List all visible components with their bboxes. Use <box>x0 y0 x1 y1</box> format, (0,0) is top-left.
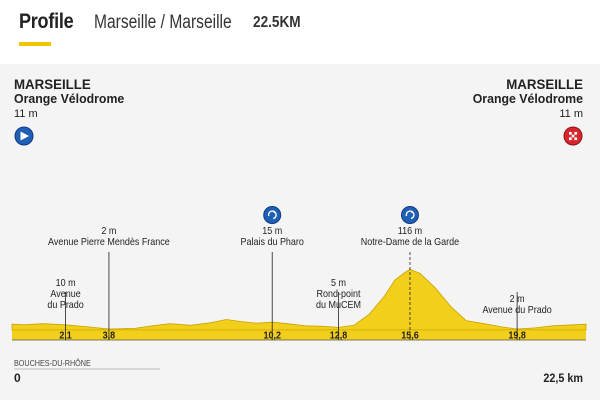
profile-area <box>11 268 587 331</box>
km-band <box>12 330 586 340</box>
point-km-label: 19,8 <box>508 330 526 342</box>
point-name-label-2: du Prado <box>47 300 83 312</box>
stage-distance: 22.5KM <box>253 14 301 31</box>
start-altitude-label: 11 m <box>14 108 38 120</box>
time-check-icon-arrow <box>411 210 414 214</box>
finish-icon-check <box>574 137 578 141</box>
finish-city-label: MARSEILLE <box>506 77 583 92</box>
tab-active-underline <box>19 42 51 46</box>
point-km-label: 15,6 <box>401 330 419 342</box>
point-name-label: Palais du Pharo <box>240 237 303 249</box>
finish-icon-check <box>574 132 578 135</box>
finish-place-label: Orange Vélodrome <box>473 92 583 106</box>
point-altitude-label: 2 m <box>510 294 525 306</box>
point-km-label: 10,2 <box>263 330 281 342</box>
point-name-label: Avenue Pierre Mendès France <box>48 237 170 249</box>
finish-altitude-label: 11 m <box>559 108 583 120</box>
region-label: BOUCHES-DU-RHÔNE <box>14 359 91 368</box>
point-altitude-label: 2 m <box>101 226 116 238</box>
point-altitude-label: 15 m <box>262 226 282 238</box>
time-check-icon <box>400 206 419 224</box>
header: Profile Marseille / Marseille 22.5KM <box>0 0 600 64</box>
profile-chart-area: 2,1 10 m Avenue du Prado 3,8 2 m Avenue Pierre… <box>0 64 600 400</box>
point-km-label: 2,1 <box>59 330 72 342</box>
point-name-label: Notre-Dame de la Garde <box>361 237 459 249</box>
point-name-label-2: du MuCEM <box>316 300 361 312</box>
finish-icon-check <box>571 134 575 138</box>
point-km-label: 12,8 <box>330 330 348 342</box>
point-altitude-label: 10 m <box>56 278 76 290</box>
time-check-icon <box>263 206 282 224</box>
point-name-label: Avenue du Prado <box>482 305 551 317</box>
start-icon-arrow <box>20 131 29 141</box>
start-city-label: MARSEILLE <box>14 77 91 92</box>
finish-icon-check <box>569 137 572 141</box>
point-km-label: 3,8 <box>103 330 116 342</box>
point-name-label: Avenue <box>50 289 80 301</box>
start-place-label: Orange Vélodrome <box>14 92 124 106</box>
point-name-label: Rond-point <box>317 289 361 301</box>
point-altitude-label: 116 m <box>398 226 422 238</box>
distance-end-label: 22,5 km <box>543 373 583 386</box>
time-check-icon-arrow <box>273 210 276 214</box>
finish-icon-check <box>569 132 572 135</box>
distance-start-label: 0 <box>14 371 21 385</box>
route-title: Marseille / Marseille <box>94 12 232 33</box>
point-altitude-label: 5 m <box>331 278 346 290</box>
tab-profile[interactable]: Profile <box>19 10 74 33</box>
